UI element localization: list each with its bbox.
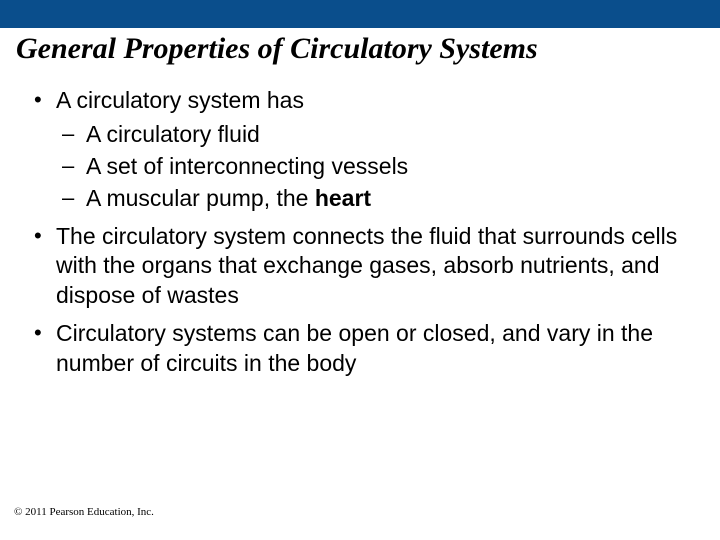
list-item: Circulatory systems can be open or close… <box>26 319 694 379</box>
slide-title: General Properties of Circulatory System… <box>16 32 704 66</box>
content-area: A circulatory system has A circulatory f… <box>0 72 720 540</box>
header-bar <box>0 0 720 28</box>
sub-text-plain: A circulatory fluid <box>86 121 260 147</box>
sub-bullet-text: A set of interconnecting vessels <box>86 153 408 179</box>
list-item: A muscular pump, the heart <box>56 184 694 214</box>
sub-bullet-text: A muscular pump, the heart <box>86 185 371 211</box>
sub-list: A circulatory fluid A set of interconnec… <box>56 120 694 214</box>
list-item: The circulatory system connects the flui… <box>26 222 694 312</box>
sub-text-bold: heart <box>315 185 371 211</box>
list-item: A set of interconnecting vessels <box>56 152 694 182</box>
sub-text-plain: A set of interconnecting vessels <box>86 153 408 179</box>
bullet-text: A circulatory system has <box>56 87 304 113</box>
bullet-text: Circulatory systems can be open or close… <box>56 320 653 376</box>
title-wrap: General Properties of Circulatory System… <box>0 28 720 72</box>
list-item: A circulatory system has A circulatory f… <box>26 86 694 214</box>
bullet-list: A circulatory system has A circulatory f… <box>26 86 694 379</box>
list-item: A circulatory fluid <box>56 120 694 150</box>
bullet-text: The circulatory system connects the flui… <box>56 223 677 309</box>
sub-text-plain: A muscular pump, the <box>86 185 315 211</box>
copyright-text: © 2011 Pearson Education, Inc. <box>14 506 154 518</box>
sub-bullet-text: A circulatory fluid <box>86 121 260 147</box>
slide: General Properties of Circulatory System… <box>0 0 720 540</box>
